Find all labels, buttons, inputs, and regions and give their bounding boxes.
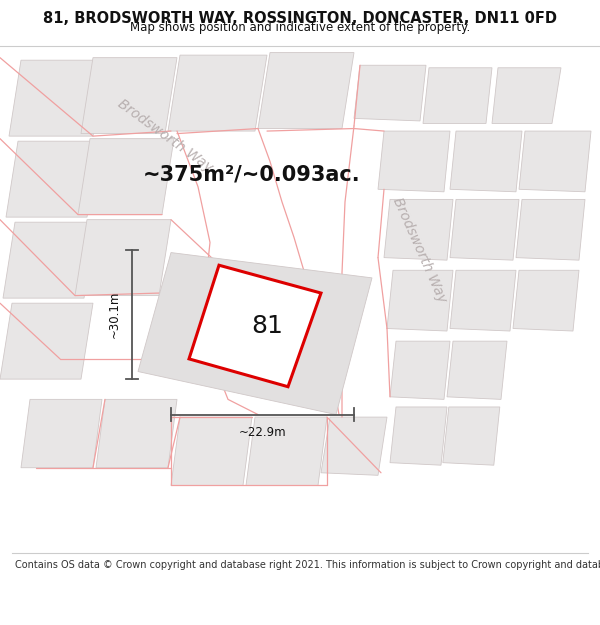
Polygon shape bbox=[96, 399, 177, 468]
Polygon shape bbox=[0, 303, 93, 379]
Polygon shape bbox=[423, 68, 492, 124]
Polygon shape bbox=[321, 417, 387, 475]
Polygon shape bbox=[378, 131, 450, 192]
Polygon shape bbox=[443, 407, 500, 465]
Polygon shape bbox=[450, 270, 516, 331]
Text: ~30.1m: ~30.1m bbox=[108, 291, 121, 338]
Polygon shape bbox=[171, 417, 252, 486]
Polygon shape bbox=[516, 199, 585, 260]
Text: ~22.9m: ~22.9m bbox=[239, 426, 286, 439]
Text: Map shows position and indicative extent of the property.: Map shows position and indicative extent… bbox=[130, 21, 470, 34]
Polygon shape bbox=[450, 131, 522, 192]
Text: Brodsworth Way: Brodsworth Way bbox=[115, 97, 215, 175]
Polygon shape bbox=[6, 141, 99, 217]
Polygon shape bbox=[390, 407, 447, 465]
Polygon shape bbox=[138, 253, 372, 414]
Text: Contains OS data © Crown copyright and database right 2021. This information is : Contains OS data © Crown copyright and d… bbox=[15, 560, 600, 570]
Polygon shape bbox=[189, 265, 321, 387]
Polygon shape bbox=[354, 65, 426, 121]
Polygon shape bbox=[513, 270, 579, 331]
Polygon shape bbox=[384, 199, 453, 260]
Text: 81: 81 bbox=[251, 314, 283, 338]
Text: ~375m²/~0.093ac.: ~375m²/~0.093ac. bbox=[143, 164, 361, 184]
Polygon shape bbox=[258, 52, 354, 129]
Polygon shape bbox=[450, 199, 519, 260]
Polygon shape bbox=[3, 222, 96, 298]
Text: 81, BRODSWORTH WAY, ROSSINGTON, DONCASTER, DN11 0FD: 81, BRODSWORTH WAY, ROSSINGTON, DONCASTE… bbox=[43, 11, 557, 26]
Polygon shape bbox=[81, 58, 177, 134]
Text: Brodsworth Way: Brodsworth Way bbox=[391, 195, 449, 305]
Polygon shape bbox=[78, 139, 174, 214]
Polygon shape bbox=[447, 341, 507, 399]
Polygon shape bbox=[75, 219, 171, 296]
Polygon shape bbox=[168, 55, 267, 131]
Polygon shape bbox=[387, 270, 453, 331]
Polygon shape bbox=[492, 68, 561, 124]
Polygon shape bbox=[519, 131, 591, 192]
Polygon shape bbox=[246, 417, 327, 486]
Polygon shape bbox=[9, 60, 105, 136]
Polygon shape bbox=[390, 341, 450, 399]
Polygon shape bbox=[21, 399, 102, 468]
